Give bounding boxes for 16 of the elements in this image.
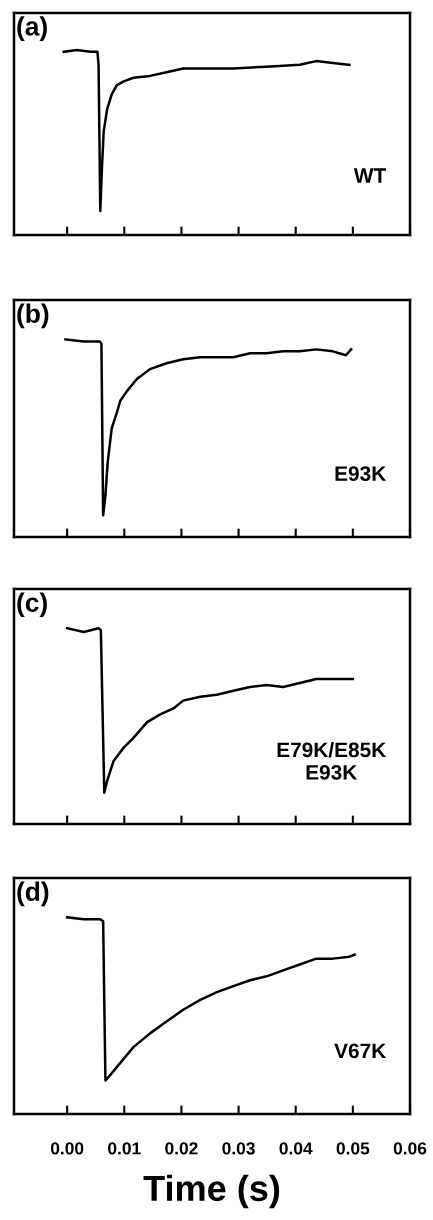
x-tick-label: 0.05 [336,1142,370,1155]
text: (c) [17,592,47,618]
x-tick-label: 0.04 [279,1142,313,1155]
x-tick-label: 0.02 [165,1142,198,1155]
text: (d) [17,881,49,907]
x-axis-title: Time (s) [143,1174,280,1209]
annotation: V67K [334,1043,387,1059]
x-tick-label: 0.00 [50,1142,84,1155]
text: (b) [17,303,49,329]
annotation: E79K/E85K E93K [277,741,387,780]
text: (a) [17,16,47,41]
x-tick-label: 0.06 [393,1142,427,1155]
annotation: WT [353,168,387,183]
annotation: E93K [335,466,387,481]
x-tick-label: 0.03 [222,1142,255,1155]
x-tick-label: 0.01 [108,1142,141,1155]
